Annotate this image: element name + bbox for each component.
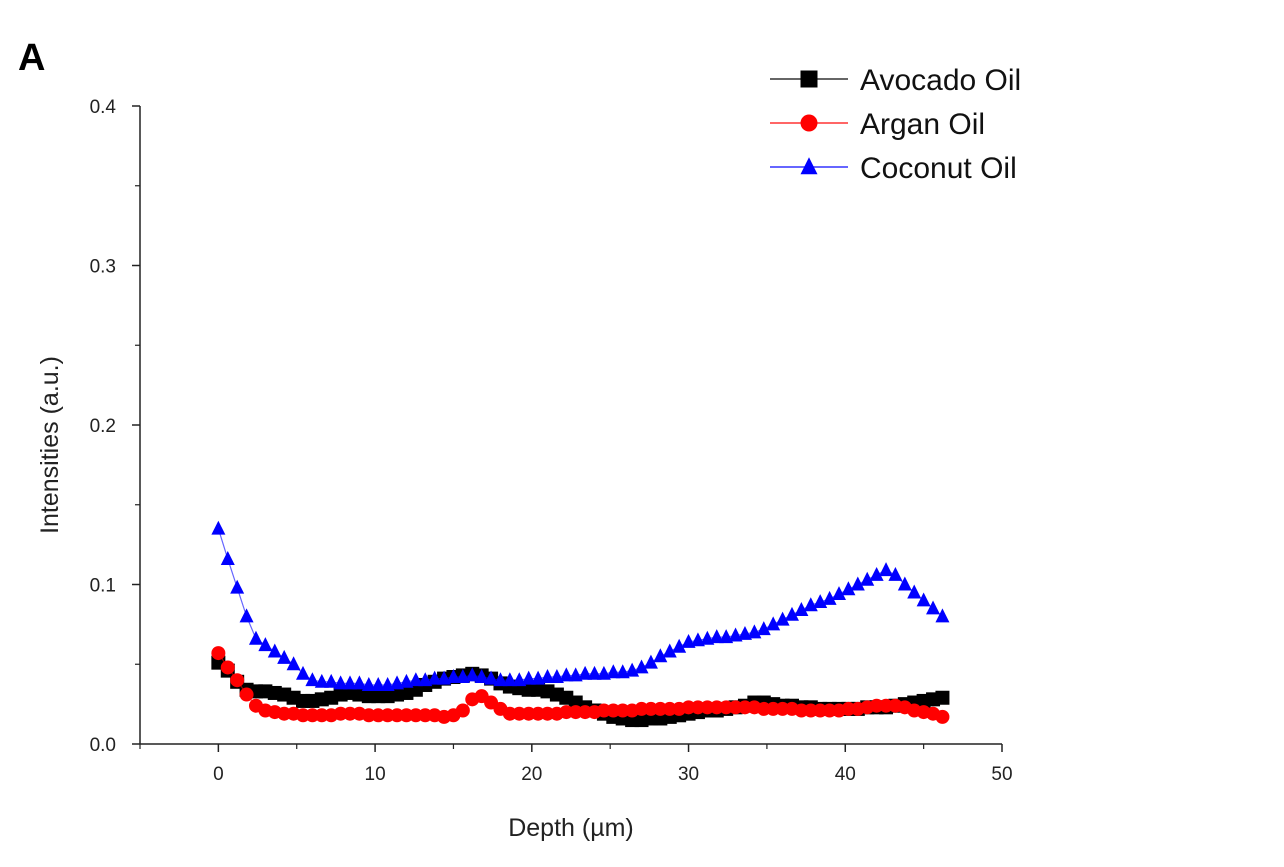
data-point	[211, 520, 226, 535]
y-axis-ticks: 0.0 0.1 0.2 0.3 0.4	[90, 97, 140, 756]
data-point	[672, 638, 687, 653]
data-point	[427, 670, 442, 685]
y-axis-title: Intensities (a.u.)	[36, 356, 64, 534]
data-point	[465, 667, 480, 682]
data-point	[220, 660, 235, 675]
data-point	[775, 611, 790, 626]
data-point	[832, 586, 847, 601]
data-point	[220, 551, 235, 565]
data-point	[879, 562, 894, 577]
data-point	[239, 608, 254, 623]
panel-label: A	[18, 37, 45, 79]
data-point	[926, 600, 941, 615]
data-point	[634, 659, 649, 674]
data-point	[578, 665, 593, 680]
data-point	[286, 656, 301, 671]
data-point	[606, 664, 621, 679]
data-point	[888, 566, 903, 581]
data-point	[484, 670, 499, 685]
data-point	[935, 608, 950, 623]
legend-marker	[800, 114, 818, 132]
y-tick-label: 0.2	[90, 416, 116, 437]
data-point	[850, 576, 865, 591]
x-axis-title: Depth (µm)	[508, 814, 634, 842]
data-point	[841, 581, 856, 596]
data-point	[333, 675, 348, 690]
data-point	[653, 648, 668, 663]
data-point	[935, 709, 950, 724]
y-tick-label: 0.1	[90, 576, 116, 597]
data-point	[493, 672, 508, 687]
data-point	[521, 670, 536, 685]
x-axis-ticks: 0 10 20 30 40 50	[139, 744, 1013, 785]
x-tick-label: 30	[678, 764, 699, 785]
series-line	[217, 528, 943, 686]
y-tick-label: 0.3	[90, 257, 116, 278]
data-point	[371, 677, 386, 691]
data-point	[305, 672, 320, 687]
data-point	[446, 669, 461, 683]
data-point	[408, 672, 423, 687]
data-point	[662, 643, 677, 658]
legend-item: Avocado Oil	[770, 64, 1021, 97]
data-point	[766, 616, 781, 631]
data-point	[860, 571, 875, 586]
data-point	[295, 665, 310, 680]
data-point	[455, 703, 470, 718]
data-point	[343, 675, 358, 690]
data-point	[324, 673, 339, 688]
data-point	[258, 637, 273, 652]
legend: Avocado Oil Argan Oil Coconut Oil	[770, 64, 1021, 185]
legend-marker	[800, 157, 818, 175]
legend-label: Avocado Oil	[860, 64, 1021, 97]
legend-marker	[800, 70, 818, 88]
data-point	[794, 602, 809, 617]
data-point	[897, 576, 912, 591]
data-point	[822, 590, 837, 605]
data-point	[643, 654, 658, 669]
x-tick-label: 40	[835, 764, 856, 785]
data-point	[756, 621, 771, 636]
series-argan-oil	[211, 646, 950, 724]
x-tick-label: 0	[213, 764, 224, 785]
data-point	[314, 673, 329, 688]
data-point	[474, 669, 489, 683]
data-point	[869, 566, 884, 581]
data-point	[361, 677, 376, 691]
legend-label: Argan Oil	[860, 108, 985, 141]
y-tick-label: 0.4	[90, 97, 117, 118]
data-point	[248, 630, 263, 645]
data-point	[587, 665, 602, 680]
data-point	[267, 643, 282, 658]
x-tick-label: 10	[365, 764, 386, 785]
series-layer	[211, 520, 950, 728]
legend-label: Coconut Oil	[860, 152, 1017, 185]
plot-area	[211, 520, 950, 728]
data-point	[277, 649, 292, 664]
data-point	[709, 629, 724, 644]
y-tick-label: 0.0	[90, 735, 116, 756]
data-point	[935, 690, 950, 705]
data-point	[784, 606, 799, 621]
data-point	[352, 675, 367, 690]
data-point	[211, 646, 226, 661]
data-point	[239, 687, 254, 702]
legend-item: Coconut Oil	[770, 152, 1017, 185]
data-point	[540, 669, 555, 683]
series-coconut-oil	[211, 520, 950, 691]
x-tick-label: 20	[521, 764, 542, 785]
x-tick-label: 50	[991, 764, 1012, 785]
data-point	[230, 579, 245, 594]
data-point	[502, 672, 517, 687]
data-point	[230, 673, 245, 688]
data-point	[559, 667, 574, 682]
data-point	[916, 592, 931, 607]
legend-item: Argan Oil	[770, 108, 985, 141]
data-point	[907, 584, 922, 599]
